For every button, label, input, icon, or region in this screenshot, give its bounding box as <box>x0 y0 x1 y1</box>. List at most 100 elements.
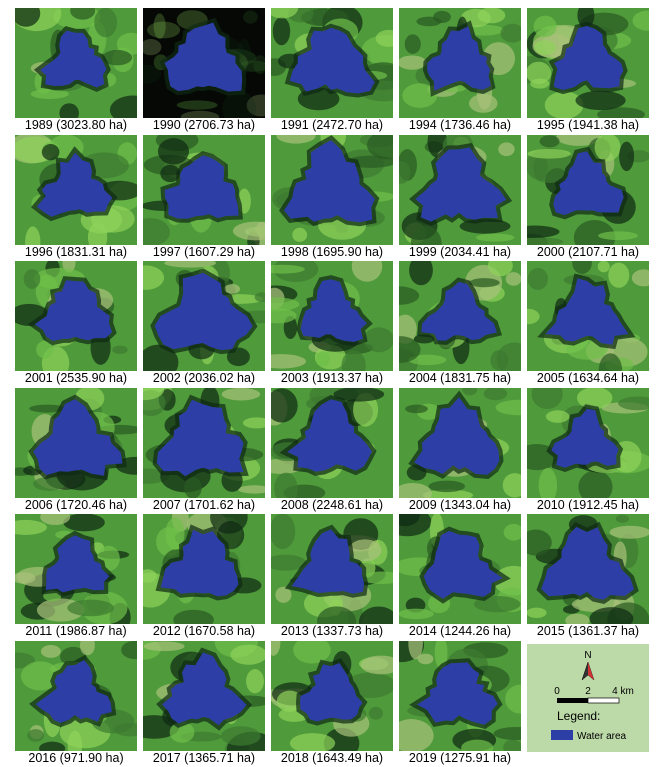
legend-title: Legend: <box>557 709 600 723</box>
satellite-image <box>143 514 265 624</box>
vegetation <box>292 227 307 241</box>
panel: 2019 (1275.91 ha) <box>399 641 521 765</box>
vegetation <box>24 269 41 289</box>
vegetation <box>575 91 625 110</box>
vegetation <box>399 609 434 619</box>
satellite-image <box>15 135 137 245</box>
satellite-image <box>399 388 521 498</box>
caption: 2004 (1831.75 ha) <box>395 371 525 385</box>
satellite-image <box>271 8 393 118</box>
satellite-image <box>15 641 137 751</box>
vegetation <box>222 388 261 400</box>
satellite-image <box>527 8 649 118</box>
caption: 2007 (1701.62 ha) <box>139 498 269 512</box>
vegetation <box>528 268 548 290</box>
caption: 2013 (1337.73 ha) <box>267 624 397 638</box>
panel: 2008 (2248.61 ha) <box>271 388 393 512</box>
vegetation <box>469 94 498 113</box>
satellite-image <box>399 8 521 118</box>
panel: 2001 (2535.90 ha) <box>15 261 137 385</box>
caption: 1997 (1607.29 ha) <box>139 245 269 259</box>
vegetation <box>527 62 551 84</box>
vegetation <box>405 34 421 54</box>
scale-bar <box>588 698 619 703</box>
vegetation <box>221 726 261 745</box>
vegetation <box>469 278 500 287</box>
satellite-image <box>527 388 649 498</box>
panel: 1990 (2706.73 ha) <box>143 8 265 132</box>
panel: 2017 (1365.71 ha) <box>143 641 265 765</box>
caption: 1998 (1695.90 ha) <box>267 245 397 259</box>
vegetation <box>527 608 547 618</box>
caption: 2016 (971.90 ha) <box>11 751 141 765</box>
legend-swatch <box>551 730 573 740</box>
satellite-image <box>399 514 521 624</box>
caption: 2012 (1670.58 ha) <box>139 624 269 638</box>
satellite-image <box>399 641 521 751</box>
satellite-image <box>399 135 521 245</box>
caption: 2010 (1912.45 ha) <box>523 498 653 512</box>
satellite-image <box>271 135 393 245</box>
panel: 1995 (1941.38 ha) <box>527 8 649 132</box>
caption: 2018 (1643.49 ha) <box>267 751 397 765</box>
satellite-image <box>143 388 265 498</box>
panel: 2016 (971.90 ha) <box>15 641 137 765</box>
scale-label: 2 <box>585 686 591 697</box>
satellite-image <box>271 261 393 371</box>
satellite-image <box>399 261 521 371</box>
panel: 1996 (1831.31 ha) <box>15 135 137 259</box>
vegetation <box>94 8 117 37</box>
caption: 2019 (1275.91 ha) <box>395 751 525 765</box>
vegetation <box>27 729 44 742</box>
vegetation <box>158 138 189 164</box>
satellite-image <box>271 641 393 751</box>
legend-panel: N 0 2 4 km Legend: Water area <box>527 644 649 752</box>
vegetation <box>545 91 584 118</box>
caption: 1995 (1941.38 ha) <box>523 118 653 132</box>
vegetation <box>41 644 61 657</box>
satellite-image <box>271 388 393 498</box>
vegetation <box>429 480 466 492</box>
panel: 2015 (1361.37 ha) <box>527 514 649 638</box>
panel: 2011 (1986.87 ha) <box>15 514 137 638</box>
panel: 2004 (1831.75 ha) <box>399 261 521 385</box>
legend-graphic: N 0 2 4 km Legend: Water area <box>527 644 649 752</box>
caption: 1991 (2472.70 ha) <box>267 118 397 132</box>
satellite-image <box>15 514 137 624</box>
panel: 2007 (1701.62 ha) <box>143 388 265 512</box>
caption: 2015 (1361.37 ha) <box>523 624 653 638</box>
panel: 2018 (1643.49 ha) <box>271 641 393 765</box>
vegetation <box>608 263 629 288</box>
vegetation <box>147 22 180 39</box>
caption: 2011 (1986.87 ha) <box>11 624 141 638</box>
panel: 1998 (1695.90 ha) <box>271 135 393 259</box>
satellite-image <box>143 135 265 245</box>
caption: 2001 (2535.90 ha) <box>11 371 141 385</box>
figure: N 0 2 4 km Legend: Water area 1989 (3023… <box>0 0 658 767</box>
vegetation <box>184 477 202 498</box>
north-label: N <box>584 650 591 661</box>
vegetation <box>317 351 330 367</box>
satellite-image <box>143 641 265 751</box>
panel: 2010 (1912.45 ha) <box>527 388 649 512</box>
caption: 2008 (2248.61 ha) <box>267 498 397 512</box>
vegetation <box>546 410 569 423</box>
caption: 2000 (2107.71 ha) <box>523 245 653 259</box>
panel: 2013 (1337.73 ha) <box>271 514 393 638</box>
panel: 2002 (2036.02 ha) <box>143 261 265 385</box>
panel: 1991 (2472.70 ha) <box>271 8 393 132</box>
scale-bar <box>557 698 588 703</box>
scale-label: 4 km <box>612 686 634 697</box>
vegetation <box>540 135 560 147</box>
caption: 2002 (2036.02 ha) <box>139 371 269 385</box>
vegetation <box>405 404 428 413</box>
panel: 1997 (1607.29 ha) <box>143 135 265 259</box>
caption: 2006 (1720.46 ha) <box>11 498 141 512</box>
panel: 2012 (1670.58 ha) <box>143 514 265 638</box>
caption: 1994 (1736.46 ha) <box>395 118 525 132</box>
caption: 2014 (1244.26 ha) <box>395 624 525 638</box>
panel: 2005 (1634.64 ha) <box>527 261 649 385</box>
satellite-image <box>143 8 265 118</box>
satellite-image <box>527 261 649 371</box>
vegetation <box>534 16 557 38</box>
